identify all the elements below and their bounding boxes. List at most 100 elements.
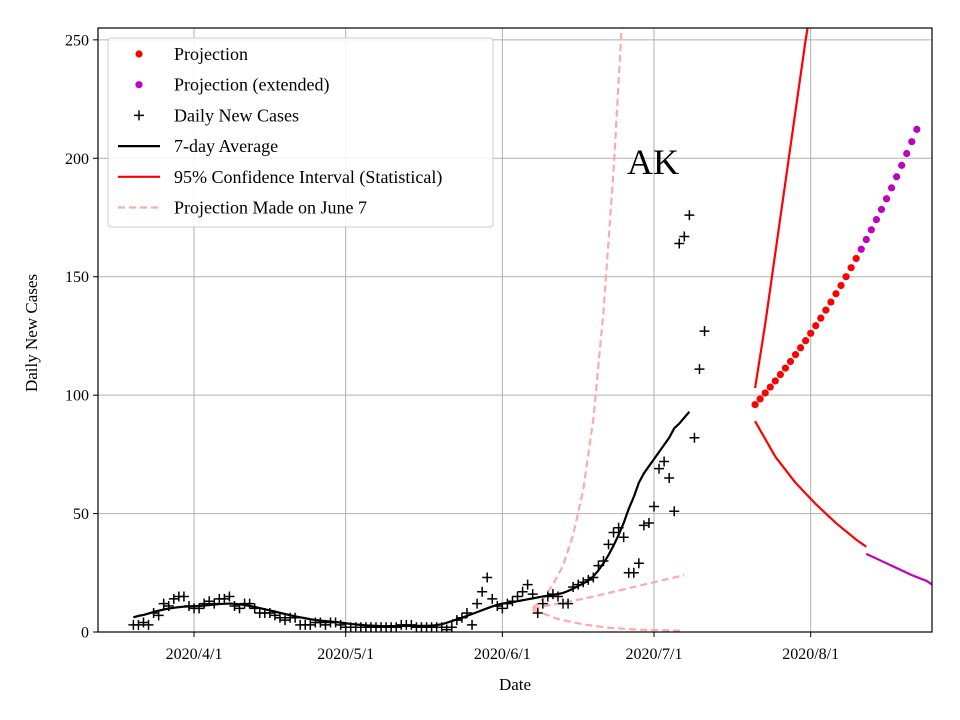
daily-cases-point [456, 612, 467, 623]
state-annotation: AK [627, 142, 679, 182]
legend-label: Projection [174, 44, 248, 64]
daily-cases-point [527, 589, 538, 600]
projection-point [842, 273, 850, 281]
legend-item: Daily New Cases [134, 105, 299, 125]
daily-cases-point [158, 598, 169, 609]
projection-extended-point [872, 216, 881, 224]
projection-point [791, 351, 800, 359]
daily-cases-point [689, 432, 700, 443]
projection-extended-point [903, 149, 911, 158]
daily-cases-point [532, 608, 543, 619]
daily-cases-point [583, 574, 594, 585]
daily-cases-point [608, 527, 619, 538]
daily-cases-point [320, 619, 331, 630]
daily-cases-point [406, 619, 417, 630]
daily-cases-point [633, 558, 644, 569]
daily-cases-point [315, 617, 326, 628]
daily-cases-point [274, 612, 285, 623]
daily-cases-point [649, 501, 659, 512]
daily-cases-point [305, 619, 316, 630]
june7-projection-upper-line [531, 28, 623, 610]
daily-cases-point [461, 608, 472, 619]
projection-point [832, 290, 840, 298]
x-tick-label: 2020/7/1 [626, 646, 683, 663]
projection-extended-point [898, 161, 906, 169]
legend-box [107, 37, 494, 228]
daily-cases-point [330, 617, 341, 628]
daily-cases-point [138, 617, 149, 628]
projection-extended-point [913, 125, 921, 133]
daily-cases-point [290, 612, 301, 623]
daily-cases-point [547, 589, 558, 600]
projection-point [802, 337, 810, 345]
ci-lower-line [754, 420, 867, 548]
projection-point [796, 344, 805, 352]
projection-extended-point [867, 226, 875, 234]
projection-point [771, 377, 779, 385]
axes-frame [97, 27, 933, 633]
daily-cases-point [199, 598, 210, 609]
daily-cases-point [441, 624, 452, 632]
daily-cases-point [194, 603, 205, 614]
projection-extended-point [887, 184, 896, 192]
legend-item: Projection [135, 44, 248, 64]
daily-cases-point [178, 591, 189, 602]
legend-label: Projection (extended) [174, 75, 329, 96]
daily-cases-point [502, 598, 513, 609]
daily-cases-point [209, 598, 220, 609]
daily-cases-point [153, 610, 164, 621]
projection-point [812, 322, 820, 330]
projection-point [837, 281, 845, 290]
daily-cases-point [183, 600, 194, 611]
daily-cases-point [598, 555, 609, 566]
daily-cases-point [492, 600, 503, 611]
plot-series [128, 28, 932, 632]
y-tick-label: 50 [73, 506, 89, 523]
daily-cases-point [568, 581, 579, 592]
ci-upper-line [754, 28, 809, 389]
daily-cases-point [674, 238, 685, 249]
daily-cases-point [512, 591, 523, 602]
projection-extended-point [857, 245, 865, 253]
daily-cases-point [593, 560, 604, 571]
daily-cases-point [628, 567, 639, 578]
daily-cases-point [280, 615, 291, 626]
daily-cases-point [517, 586, 528, 597]
daily-cases-point [654, 463, 665, 474]
daily-cases-point [588, 572, 599, 583]
daily-cases-point [133, 619, 144, 630]
y-tick-label: 100 [65, 388, 89, 405]
projection-point [761, 389, 769, 397]
daily-cases-point [204, 596, 215, 607]
daily-cases-point [613, 522, 624, 533]
projection-extended-point [908, 138, 916, 146]
legend-label: 95% Confidence Interval (Statistical) [174, 167, 442, 188]
daily-cases-point [563, 598, 574, 609]
projection-point [751, 401, 759, 409]
x-tick-label: 2020/4/1 [166, 646, 223, 663]
projection-point [847, 264, 855, 272]
projection-point [786, 357, 795, 366]
seven-day-average-line [133, 411, 691, 628]
legend-dot-marker [135, 50, 143, 58]
june7-projection-mid-line [532, 574, 685, 610]
projection-extended-point [893, 173, 901, 181]
daily-cases-point [573, 579, 584, 590]
legend-item: 7-day Average [118, 136, 278, 156]
y-tick-label: 250 [65, 32, 89, 49]
daily-cases-point [229, 600, 240, 611]
daily-cases-point [542, 591, 553, 602]
legend: Projection Projection (extended) Daily New… [107, 37, 494, 228]
projection-point [776, 370, 784, 379]
y-tick-label: 150 [65, 269, 89, 286]
daily-cases-point [168, 593, 179, 604]
daily-cases-point [643, 518, 654, 529]
legend-item: Projection Made on June 7 [118, 198, 367, 218]
daily-cases-point [537, 598, 548, 609]
daily-cases-point [487, 593, 498, 604]
y-tick-label: 0 [81, 625, 89, 642]
june7-projection-lower-line [532, 608, 685, 632]
daily-cases-point [477, 586, 488, 597]
daily-cases-point [446, 622, 457, 632]
